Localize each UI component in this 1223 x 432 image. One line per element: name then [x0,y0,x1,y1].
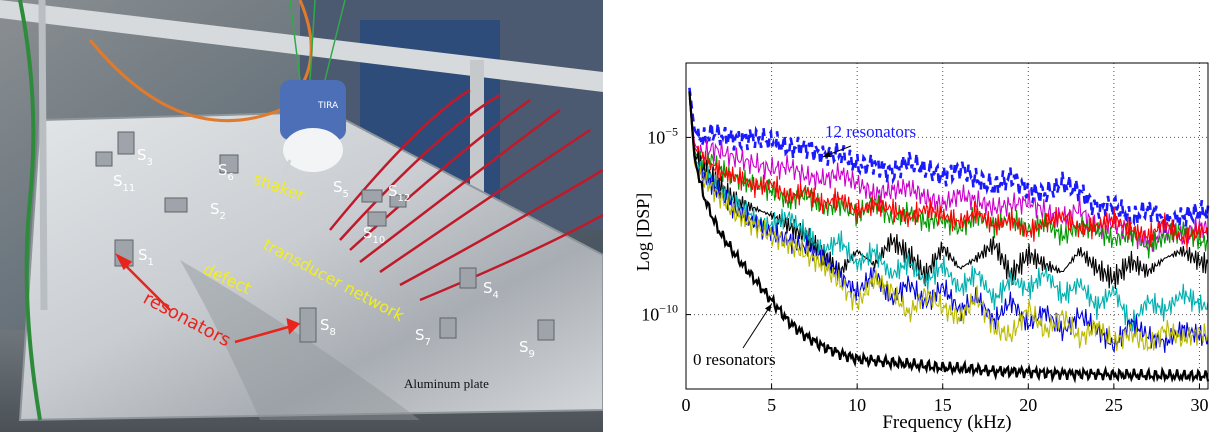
sensor-blocks [95,131,555,343]
svg-text:S8: S8 [320,316,336,338]
y-axis-label: Log [DSP] [633,193,653,272]
series-line-8 [688,91,1210,384]
sensor-label-s4: S4 [483,279,499,301]
svg-text:S11: S11 [113,172,135,194]
x-tick-label-4: 20 [1019,395,1037,415]
x-tick-label-0: 0 [682,395,691,415]
series-line-3 [688,94,1209,250]
sensor-label-s11: S11 [113,172,135,194]
annotation-arrowhead-1 [764,303,772,312]
series-line-7 [688,98,1209,352]
svg-text:S4: S4 [483,279,499,301]
x-tick-label-2: 10 [848,395,866,415]
sensor-label-s8: S8 [320,316,336,338]
series-line-4 [688,98,1209,290]
orange-cable [88,0,313,123]
green-rope [18,0,42,421]
sensor-label-s6: S6 [218,161,234,183]
svg-text:S3: S3 [137,146,153,168]
x-tick-label-3: 15 [934,395,952,415]
x-tick-label-6: 30 [1190,395,1208,415]
annotation-arrow-1 [742,303,772,349]
sensor-label-s9: S9 [519,338,535,360]
overhead-frame [0,0,603,92]
series-line-0 [688,87,1210,233]
x-ticks: 0 5 10 15 20 25 30 [682,384,1208,415]
svg-text:S10: S10 [363,224,385,246]
svg-text:S1: S1 [138,246,154,268]
shaker-brand: TIRA [317,101,339,111]
x-tick-label-1: 5 [767,395,776,415]
sensor-label-s3: S3 [137,146,153,168]
sensor-label-s12: S12 [388,182,410,204]
y-ticks: 10−5 10−10 [641,124,691,325]
svg-text:S2: S2 [210,200,226,222]
svg-text:S6: S6 [218,161,234,183]
sensor-label-s2: S2 [210,200,226,222]
label-aluminum-plate: Aluminum plate [404,376,489,391]
svg-text:S7: S7 [415,326,431,348]
svg-text:S9: S9 [519,338,535,360]
y-tick-label-0: 10−5 [647,124,678,147]
annotation-label-0: 12 resonators [825,122,916,141]
svg-text:S5: S5 [333,178,349,200]
annotation-label-1: 0 resonators [693,350,776,369]
x-tick-label-5: 25 [1105,395,1123,415]
chart-series [688,87,1210,384]
chain [38,0,48,311]
sensor-label-s5: S5 [333,178,349,200]
spectrum-chart: 0 5 10 15 20 25 30 10−5 10−10 Frequency (kHz) L… [633,62,1210,432]
shaker-wires [289,0,346,81]
x-axis-label: Frequency (kHz) [882,412,1011,432]
sensor-label-s1: S1 [138,246,154,268]
sensor-label-s10: S10 [363,224,385,246]
series-line-5 [688,98,1209,332]
plot-frame [685,62,1209,390]
y-tick-label-1: 10−10 [641,302,678,325]
svg-text:S12: S12 [388,182,410,204]
resonator-arrows [115,253,301,344]
sensor-label-s7: S7 [415,326,431,348]
shaker: TIRA [268,80,346,213]
transducer-cables [329,88,603,302]
setup-photo: TIRA S1 S2 S3 S4 S5 S6 S7 [0,0,603,432]
series-line-6 [688,98,1209,354]
chart-annotations: 12 resonators 0 resonators [693,122,916,369]
annotation-arrowhead-0 [822,151,831,158]
